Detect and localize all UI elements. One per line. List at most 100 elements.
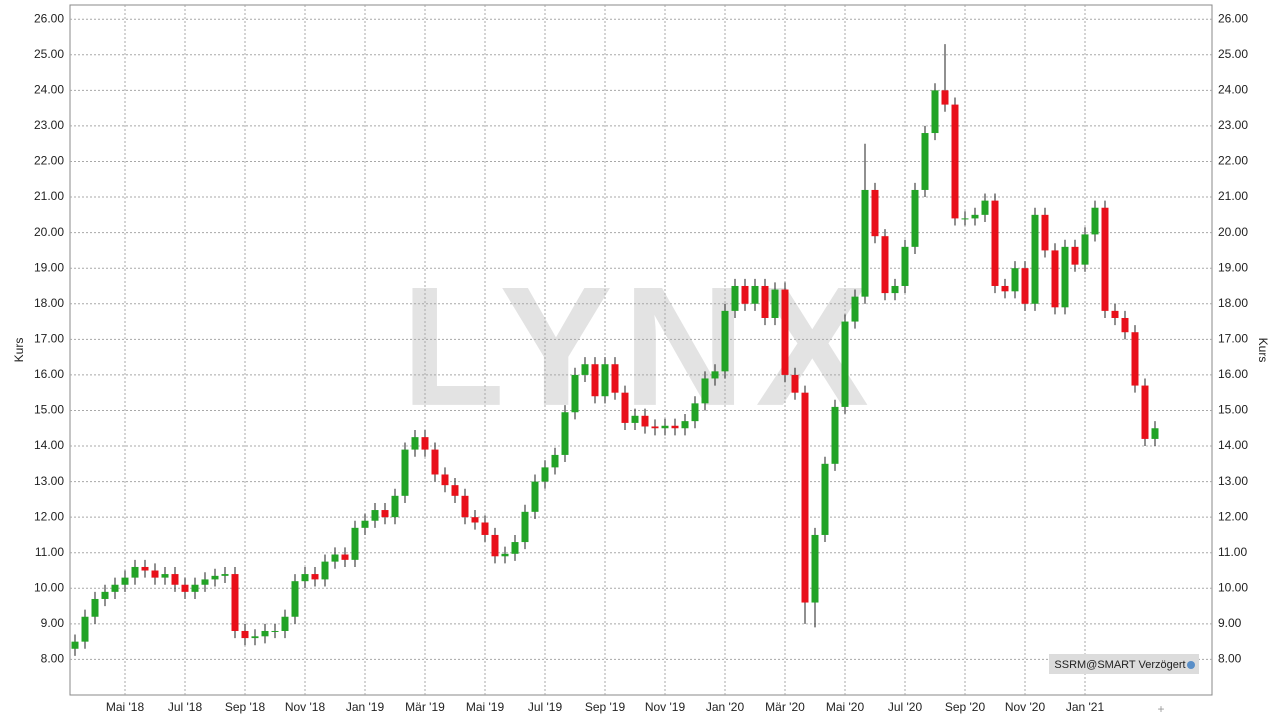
x-tick-label: Jan '21	[1066, 700, 1105, 714]
x-tick-label: Jan '19	[346, 700, 385, 714]
y2-tick-label: 12.00	[1218, 509, 1248, 523]
y-tick-label: 25.00	[34, 47, 64, 61]
y2-tick-label: 17.00	[1218, 332, 1248, 346]
candle-body	[801, 392, 809, 603]
candle-body	[541, 467, 549, 482]
y-tick-label: 8.00	[41, 652, 65, 666]
candle-body	[501, 553, 509, 557]
y-axis-label: Kurs	[12, 338, 26, 363]
candle-body	[301, 574, 309, 582]
zoom-icon[interactable]: +	[1157, 702, 1164, 716]
candle-body	[951, 104, 959, 219]
candle-body	[521, 511, 529, 543]
y2-tick-label: 26.00	[1218, 11, 1248, 25]
candle-body	[401, 449, 409, 496]
x-tick-label: Nov '19	[645, 700, 686, 714]
candle-body	[781, 289, 789, 375]
candle-body	[941, 90, 949, 105]
y2-tick-label: 18.00	[1218, 296, 1248, 310]
candle-body	[441, 474, 449, 486]
candle-body	[1111, 310, 1119, 318]
candle-body	[851, 296, 859, 322]
candle-body	[251, 636, 259, 639]
candle-body	[961, 218, 969, 220]
y2-tick-label: 19.00	[1218, 260, 1248, 274]
y-tick-label: 21.00	[34, 189, 64, 203]
candle-body	[1051, 250, 1059, 308]
candle-body	[421, 437, 429, 450]
y2-tick-label: 16.00	[1218, 367, 1248, 381]
candle-body	[121, 577, 129, 585]
x-tick-label: Jul '18	[168, 700, 203, 714]
candle-body	[981, 200, 989, 215]
candle-body	[581, 364, 589, 375]
candle-body	[681, 421, 689, 429]
y2-tick-label: 23.00	[1218, 118, 1248, 132]
y2-axis-label: Kurs	[1256, 338, 1270, 363]
candle-body	[731, 285, 739, 311]
y-tick-label: 22.00	[34, 154, 64, 168]
x-tick-label: Nov '20	[1005, 700, 1046, 714]
y2-tick-label: 8.00	[1218, 652, 1242, 666]
candle-body	[571, 374, 579, 413]
candle-body	[371, 510, 379, 521]
y-tick-label: 20.00	[34, 225, 64, 239]
candle-body	[811, 534, 819, 603]
candle-body	[471, 517, 479, 523]
candle-body	[451, 485, 459, 496]
candle-body	[1121, 317, 1129, 333]
candle-body	[181, 584, 189, 592]
y2-tick-label: 20.00	[1218, 225, 1248, 239]
candle-body	[611, 364, 619, 393]
y-tick-label: 26.00	[34, 11, 64, 25]
x-tick-label: Jul '20	[888, 700, 923, 714]
y2-tick-label: 22.00	[1218, 154, 1248, 168]
candle-body	[531, 481, 539, 512]
y-tick-label: 17.00	[34, 332, 64, 346]
candle-body	[161, 574, 169, 578]
x-tick-label: Mai '19	[466, 700, 505, 714]
candle-body	[311, 574, 319, 580]
y2-tick-label: 10.00	[1218, 580, 1248, 594]
x-tick-label: Jan '20	[706, 700, 745, 714]
y-tick-label: 14.00	[34, 438, 64, 452]
y2-tick-label: 25.00	[1218, 47, 1248, 61]
candle-body	[81, 616, 89, 642]
candle-body	[1101, 207, 1109, 311]
candle-body	[1011, 268, 1019, 292]
candle-body	[831, 406, 839, 464]
y-tick-label: 9.00	[41, 616, 65, 630]
candle-body	[591, 364, 599, 397]
candle-body	[341, 554, 349, 560]
candle-body	[1001, 285, 1009, 292]
candle-body	[111, 584, 119, 592]
candle-body	[291, 581, 299, 617]
candle-body	[741, 285, 749, 304]
candle-body	[1061, 246, 1069, 308]
candle-body	[1041, 214, 1049, 251]
candle-body	[561, 412, 569, 455]
candle-body	[771, 289, 779, 318]
x-tick-label: Mär '19	[405, 700, 445, 714]
source-box	[1049, 654, 1199, 674]
globe-icon	[1187, 661, 1195, 669]
candle-body	[101, 591, 109, 599]
candle-body	[871, 189, 879, 237]
candle-body	[1081, 234, 1089, 265]
candle-body	[221, 574, 229, 576]
y-tick-label: 15.00	[34, 403, 64, 417]
candle-body	[431, 449, 439, 475]
candle-body	[1021, 268, 1029, 304]
candle-body	[411, 437, 419, 450]
candle-body	[901, 246, 909, 286]
candle-body	[201, 579, 209, 585]
candle-body	[931, 90, 939, 134]
candle-body	[711, 371, 719, 379]
y2-tick-label: 15.00	[1218, 403, 1248, 417]
candle-body	[991, 200, 999, 286]
candle-body	[661, 425, 669, 429]
candle-body	[281, 616, 289, 631]
candle-body	[481, 522, 489, 535]
candle-body	[971, 214, 979, 219]
